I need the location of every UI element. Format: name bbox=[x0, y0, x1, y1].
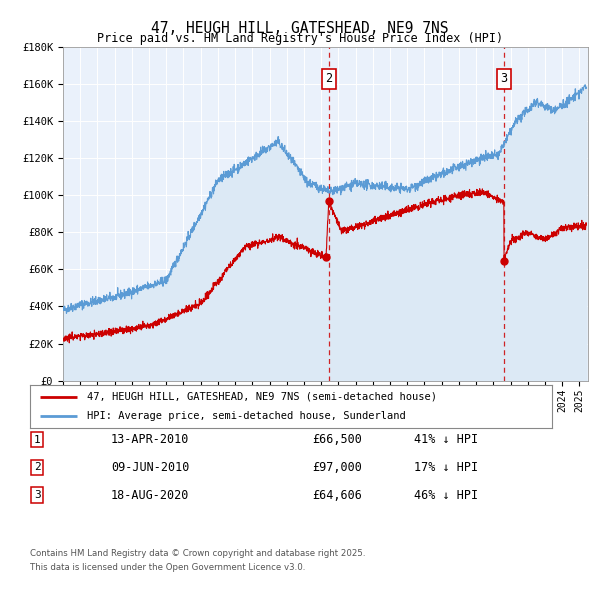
Text: 09-JUN-2010: 09-JUN-2010 bbox=[111, 461, 190, 474]
Text: 47, HEUGH HILL, GATESHEAD, NE9 7NS (semi-detached house): 47, HEUGH HILL, GATESHEAD, NE9 7NS (semi… bbox=[88, 392, 437, 402]
Text: £66,500: £66,500 bbox=[312, 433, 362, 446]
Text: Contains HM Land Registry data © Crown copyright and database right 2025.: Contains HM Land Registry data © Crown c… bbox=[30, 549, 365, 558]
Text: Price paid vs. HM Land Registry's House Price Index (HPI): Price paid vs. HM Land Registry's House … bbox=[97, 32, 503, 45]
Text: 2: 2 bbox=[34, 463, 41, 472]
Text: This data is licensed under the Open Government Licence v3.0.: This data is licensed under the Open Gov… bbox=[30, 563, 305, 572]
Text: 46% ↓ HPI: 46% ↓ HPI bbox=[414, 489, 478, 502]
Text: HPI: Average price, semi-detached house, Sunderland: HPI: Average price, semi-detached house,… bbox=[88, 411, 406, 421]
Text: 1: 1 bbox=[34, 435, 41, 444]
Text: 3: 3 bbox=[500, 72, 508, 85]
Text: 17% ↓ HPI: 17% ↓ HPI bbox=[414, 461, 478, 474]
Text: 18-AUG-2020: 18-AUG-2020 bbox=[111, 489, 190, 502]
Text: £97,000: £97,000 bbox=[312, 461, 362, 474]
Text: 13-APR-2010: 13-APR-2010 bbox=[111, 433, 190, 446]
Text: £64,606: £64,606 bbox=[312, 489, 362, 502]
Text: 2: 2 bbox=[325, 72, 332, 85]
Text: 41% ↓ HPI: 41% ↓ HPI bbox=[414, 433, 478, 446]
Text: 47, HEUGH HILL, GATESHEAD, NE9 7NS: 47, HEUGH HILL, GATESHEAD, NE9 7NS bbox=[151, 21, 449, 35]
Text: 3: 3 bbox=[34, 490, 41, 500]
